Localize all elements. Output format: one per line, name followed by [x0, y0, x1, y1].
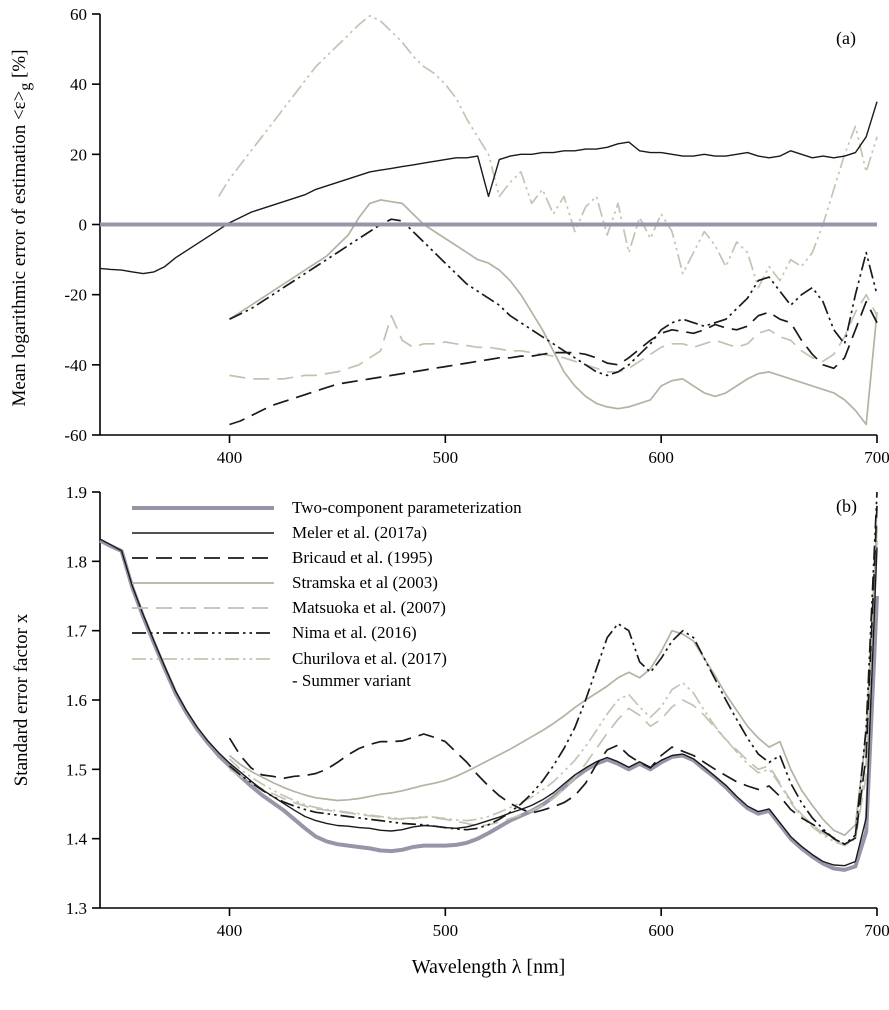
series-meler	[99, 538, 878, 867]
legend-item-two_component: Two-component parameterization	[128, 497, 522, 519]
legend-item-bricaud: Bricaud et al. (1995)	[128, 547, 522, 569]
legend-item-matsuoka: Matsuoka et al. (2007)	[128, 597, 522, 619]
legend-line-sample-nima	[132, 632, 274, 635]
chart-b: 1.3 1.4 1.5 1.6 1.7 1.8 1.9 400 500 600 700	[66, 483, 889, 940]
legend-line-sample-stramska	[132, 582, 274, 585]
panel-b-y-axis-label: Standard error factor x	[11, 613, 32, 787]
legend-item-churilova: Churilova et al. (2017) - Summer variant	[128, 648, 522, 692]
panel-a-y-axis-label-prefix: Mean logarithmic error of estimation <ε>	[9, 90, 31, 407]
series-matsuoka	[229, 293, 878, 380]
legend-label: Stramska et al (2003)	[292, 573, 438, 593]
x-tick-label: 500	[433, 921, 459, 940]
legend: Two-component parameterization Meler et a…	[128, 497, 522, 692]
legend-label: Churilova et al. (2017) - Summer variant	[292, 648, 447, 692]
x-tick-label: 600	[648, 448, 674, 467]
series-matsuoka	[229, 540, 878, 846]
legend-item-nima: Nima et al. (2016)	[128, 622, 522, 644]
series-churilova	[228, 519, 878, 847]
y-tick-label: -60	[64, 426, 87, 445]
y-tick-label: 1.5	[66, 760, 87, 779]
legend-line-sample-bricaud	[132, 557, 274, 560]
panel-b-tag: (b)	[836, 496, 857, 516]
y-tick-label: 1.8	[66, 552, 87, 571]
y-tick-label: 20	[70, 145, 87, 164]
x-tick-label: 600	[648, 921, 674, 940]
series-bricaud	[229, 300, 878, 426]
series-stramska	[228, 526, 878, 837]
legend-label: Matsuoka et al. (2007)	[292, 598, 446, 618]
legend-label: Bricaud et al. (1995)	[292, 548, 433, 568]
x-tick-label: 400	[217, 448, 243, 467]
y-tick-label: 1.7	[66, 622, 88, 641]
y-tick-label: 1.9	[66, 483, 87, 502]
legend-label: Two-component parameterization	[292, 498, 522, 517]
legend-line-sample-churilova	[132, 657, 274, 660]
series-bricaud	[228, 505, 878, 846]
series-stramska	[229, 199, 878, 426]
y-tick-label: 1.6	[66, 691, 87, 710]
legend-label: Meler et al. (2017a)	[292, 523, 427, 543]
y-tick-label: 0	[79, 216, 88, 235]
legend-label: Nima et al. (2016)	[292, 623, 417, 643]
legend-item-stramska: Stramska et al (2003)	[128, 572, 522, 594]
legend-line-sample-two_component	[132, 506, 274, 510]
series-churilova	[217, 14, 878, 289]
y-tick-label: 40	[70, 75, 87, 94]
y-tick-label: -40	[64, 356, 87, 375]
x-tick-label: 700	[864, 921, 889, 940]
y-tick-label: 60	[70, 5, 87, 24]
x-tick-label: 700	[864, 448, 889, 467]
series-nima	[229, 218, 878, 377]
x-tick-label: 400	[217, 921, 243, 940]
x-axis-label: Wavelength λ [nm]	[411, 956, 566, 978]
series-meler	[99, 101, 878, 275]
panel-a-y-axis-label-unit: [%]	[9, 49, 31, 83]
y-tick-label: 1.3	[66, 899, 87, 918]
panel-a-tag: (a)	[836, 28, 856, 48]
legend-label-line2: - Summer variant	[292, 670, 411, 690]
legend-line-sample-meler	[132, 532, 274, 534]
chart-a: -60 -40 -20 0 20 40 60 400 500 600 700	[64, 5, 889, 467]
legend-line-sample-matsuoka	[132, 607, 274, 610]
legend-item-meler: Meler et al. (2017a)	[128, 522, 522, 544]
y-tick-label: 1.4	[66, 830, 88, 849]
y-tick-label: -20	[64, 286, 87, 305]
series-nima	[228, 491, 878, 846]
panel-a-y-axis-label: Mean logarithmic error of estimation <ε>…	[9, 49, 35, 406]
x-tick-label: 500	[433, 448, 459, 467]
panel-a-y-axis-label-subscript: g	[16, 82, 34, 91]
